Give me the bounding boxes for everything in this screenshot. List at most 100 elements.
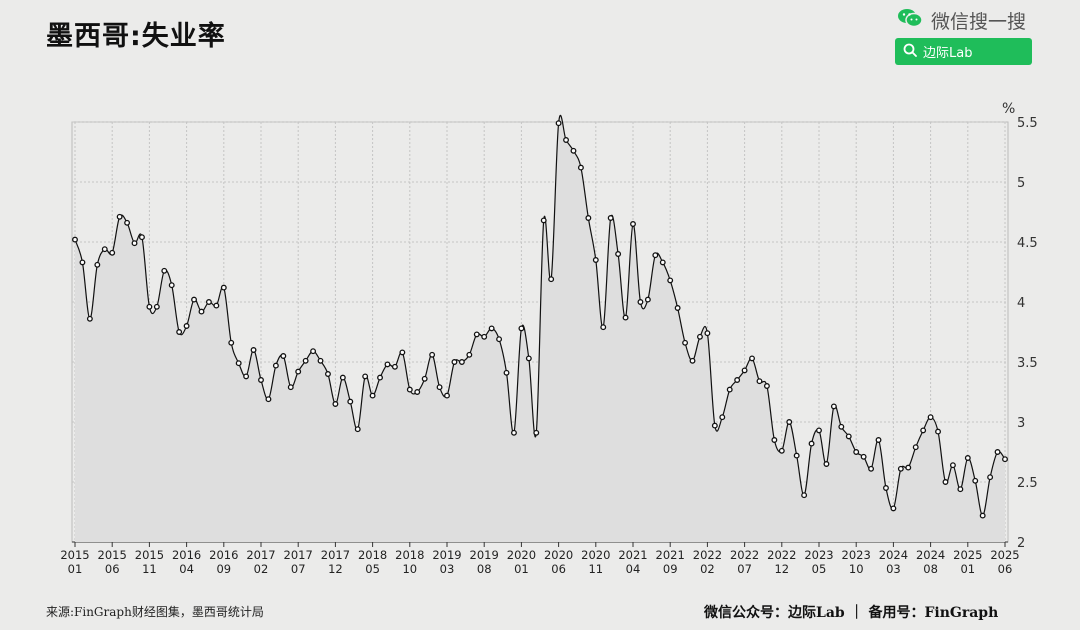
data-point (332, 401, 339, 407)
data-point (897, 465, 904, 472)
data-point (957, 486, 964, 493)
x-tick-year: 2024 (916, 548, 945, 562)
series-line (74, 114, 1006, 517)
data-point (689, 357, 696, 364)
data-point (146, 303, 153, 310)
data-point (548, 276, 555, 283)
x-tick-month: 04 (179, 562, 194, 576)
data-point (808, 440, 815, 447)
x-tick-month: 12 (774, 562, 789, 576)
x-tick-month: 06 (998, 562, 1013, 576)
data-point (920, 427, 927, 434)
chart-title: 墨西哥:失业率 (46, 21, 226, 52)
data-point (711, 422, 718, 429)
x-tick-year: 2025 (990, 548, 1019, 562)
x-tick-month: 02 (254, 562, 269, 576)
x-tick-year: 2015 (135, 548, 164, 562)
data-point (987, 474, 994, 481)
source-note: 来源:FinGraph财经图集，墨西哥统计局 (46, 605, 264, 619)
data-point (875, 437, 882, 443)
data-point (942, 479, 949, 485)
x-tick-year: 2022 (767, 548, 796, 562)
search-icon (903, 43, 917, 61)
data-point (235, 360, 242, 367)
data-point (667, 277, 674, 284)
data-point (243, 373, 250, 380)
y-unit-label: % (1002, 101, 1016, 117)
data-point (72, 236, 78, 243)
x-tick-year: 2021 (656, 548, 685, 562)
x-tick-month: 06 (551, 562, 566, 576)
data-point (101, 246, 108, 253)
x-tick-month: 10 (402, 562, 417, 576)
data-point (607, 215, 614, 221)
data-point (555, 120, 562, 127)
x-tick-year: 2022 (693, 548, 722, 562)
x-tick-year: 2020 (581, 548, 610, 562)
data-point (540, 217, 547, 224)
data-point (511, 429, 517, 436)
x-tick-month: 12 (328, 562, 343, 576)
data-point (830, 403, 837, 410)
data-point (622, 314, 629, 321)
data-point (912, 444, 919, 451)
x-tick-month: 01 (68, 562, 83, 576)
data-point (674, 305, 681, 311)
data-point (139, 234, 145, 241)
search-hint-text: 微信搜一搜 (931, 11, 1027, 33)
data-point (176, 329, 183, 335)
data-point (823, 461, 830, 467)
search-button[interactable]: 边际Lab (895, 38, 1032, 65)
data-point (935, 428, 941, 435)
x-tick-month: 01 (960, 562, 975, 576)
data-point (488, 325, 495, 332)
data-point (406, 386, 413, 393)
data-point (354, 426, 361, 433)
data-point (719, 414, 726, 421)
data-point (265, 396, 272, 403)
x-tick-month: 03 (440, 562, 455, 576)
data-point (362, 373, 369, 380)
data-point (444, 392, 450, 399)
data-point (771, 437, 778, 443)
x-tick-month: 06 (105, 562, 120, 576)
data-point (391, 363, 398, 370)
data-point (637, 299, 644, 305)
data-point (1002, 456, 1008, 463)
data-point (131, 240, 138, 247)
data-point (801, 492, 808, 499)
data-point (79, 259, 86, 266)
data-point (682, 339, 689, 346)
data-point (116, 213, 123, 220)
data-point (964, 455, 971, 461)
data-point (124, 219, 131, 226)
data-point (205, 299, 212, 305)
y-tick-label: 4.5 (1017, 236, 1038, 251)
x-tick-month: 09 (216, 562, 231, 576)
data-point (272, 362, 279, 369)
data-point (563, 137, 569, 143)
data-point (295, 368, 302, 375)
data-point (94, 261, 101, 268)
data-point (451, 359, 458, 365)
x-tick-month: 07 (291, 562, 306, 576)
data-point (198, 308, 205, 315)
x-tick-year: 2025 (953, 548, 982, 562)
data-point (585, 215, 592, 221)
data-point (630, 221, 636, 227)
y-tick-label: 2 (1017, 536, 1025, 551)
y-tick-label: 5 (1017, 176, 1025, 191)
x-tick-year: 2020 (544, 548, 573, 562)
data-point (734, 377, 741, 383)
data-point (339, 374, 346, 381)
data-point (853, 449, 860, 455)
wechat-search-hint: 微信搜一搜 (897, 7, 1026, 34)
y-tick-label: 3 (1017, 416, 1025, 431)
data-point (868, 465, 875, 472)
x-tick-month: 10 (849, 562, 864, 576)
data-point (220, 284, 227, 291)
x-tick-year: 2020 (507, 548, 536, 562)
x-tick-month: 02 (700, 562, 715, 576)
data-point (496, 336, 503, 343)
